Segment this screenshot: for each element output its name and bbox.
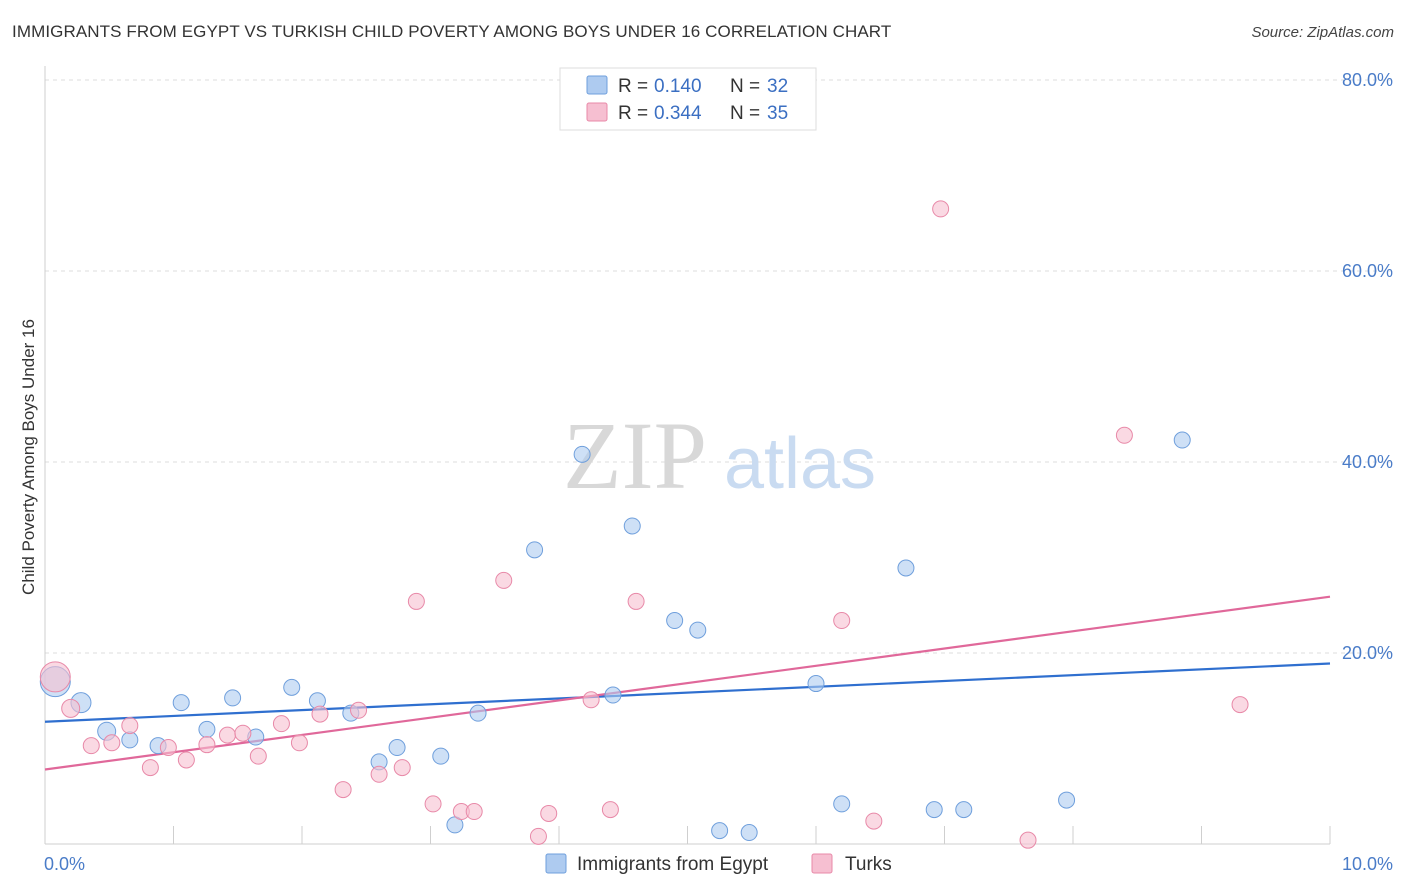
y-tick-label-20: 20.0% — [1342, 643, 1393, 663]
turks-point-15 — [334, 781, 352, 799]
turks-point-32 — [1019, 831, 1037, 849]
turks-point-11 — [249, 747, 267, 765]
gridlines — [45, 79, 1392, 654]
legend-r-label-egypt: R = — [618, 76, 648, 97]
turks-point-12 — [272, 715, 290, 733]
egypt-point-20 — [623, 517, 641, 535]
turks-point-1 — [61, 698, 81, 718]
data-points — [39, 200, 1249, 849]
bottom-legend-label-turks: Turks — [845, 854, 892, 875]
turks-point-24 — [529, 827, 547, 845]
egypt-point-28 — [925, 801, 943, 819]
chart-source: Source: ZipAtlas.com — [1251, 24, 1394, 41]
x-tick-label-max: 10.0% — [1342, 854, 1393, 874]
turks-point-7 — [177, 751, 195, 769]
egypt-point-14 — [432, 747, 450, 765]
turks-point-23 — [495, 571, 513, 589]
chart-title: IMMIGRANTS FROM EGYPT VS TURKISH CHILD P… — [12, 22, 892, 41]
turks-point-29 — [833, 612, 851, 630]
watermark-atlas: atlas — [724, 424, 876, 504]
turks-point-19 — [407, 592, 425, 610]
turks-point-4 — [121, 717, 139, 735]
legend-n-value-turks: 35 — [767, 103, 788, 124]
turks-point-16 — [350, 701, 368, 719]
turks-point-22 — [465, 803, 483, 821]
turks-point-13 — [290, 734, 308, 752]
legend-swatch-egypt — [586, 75, 608, 95]
bottom-legend-swatch-turks — [811, 853, 833, 874]
legend-n-label-egypt: N = — [730, 76, 760, 97]
egypt-point-23 — [711, 822, 729, 840]
trend-lines — [44, 595, 1331, 771]
egypt-point-7 — [224, 689, 242, 707]
egypt-point-6 — [198, 720, 216, 738]
egypt-point-5 — [172, 694, 190, 712]
legend: R = 0.140 N = 32 R = 0.344 N = 35 — [559, 67, 817, 131]
y-tick-label-40: 40.0% — [1342, 452, 1393, 472]
turks-point-18 — [393, 759, 411, 777]
egypt-point-17 — [526, 541, 544, 559]
turks-point-25 — [540, 804, 558, 822]
turks-point-10 — [234, 724, 252, 742]
egypt-point-21 — [666, 612, 684, 630]
egypt-point-26 — [833, 795, 851, 813]
turks-point-0 — [39, 661, 71, 693]
egypt-point-18 — [573, 445, 591, 463]
egypt-point-30 — [1058, 791, 1076, 809]
turks-point-31 — [932, 200, 950, 218]
legend-r-value-egypt: 0.140 — [654, 76, 702, 97]
egypt-point-25 — [807, 675, 825, 693]
legend-r-value-turks: 0.344 — [654, 103, 702, 124]
turks-point-34 — [1231, 696, 1249, 714]
turks-point-27 — [601, 801, 619, 819]
egypt-point-29 — [955, 801, 973, 819]
legend-n-label-turks: N = — [730, 103, 760, 124]
turks-point-8 — [198, 736, 216, 754]
turks-point-2 — [82, 737, 100, 755]
egypt-point-16 — [469, 704, 487, 722]
bottom-legend: Immigrants from Egypt Turks — [545, 853, 892, 875]
egypt-point-22 — [689, 621, 707, 639]
watermark: ZIP atlas — [563, 402, 876, 509]
turks-point-26 — [582, 691, 600, 709]
turks-point-17 — [370, 765, 388, 783]
y-tick-label-60: 60.0% — [1342, 261, 1393, 281]
legend-n-value-egypt: 32 — [767, 76, 788, 97]
bottom-legend-label-egypt: Immigrants from Egypt — [577, 854, 769, 875]
turks-point-5 — [141, 759, 159, 777]
axes — [44, 66, 1331, 845]
bottom-legend-swatch-egypt — [545, 853, 567, 874]
egypt-trend-line — [44, 662, 1331, 723]
y-tick-label-80: 80.0% — [1342, 70, 1393, 90]
x-tick-label-min: 0.0% — [44, 854, 85, 874]
egypt-point-9 — [283, 678, 301, 696]
turks-point-33 — [1115, 426, 1133, 444]
egypt-point-19 — [604, 686, 622, 704]
turks-point-28 — [627, 592, 645, 610]
turks-point-14 — [311, 705, 329, 723]
y-axis-label: Child Poverty Among Boys Under 16 — [19, 319, 38, 595]
egypt-point-13 — [388, 739, 406, 757]
tick-labels: 20.0% 40.0% 60.0% 80.0% 0.0% 10.0% — [44, 70, 1393, 874]
turks-point-3 — [103, 734, 121, 752]
turks-point-9 — [218, 726, 236, 744]
legend-swatch-turks — [586, 102, 608, 122]
turks-point-30 — [865, 812, 883, 830]
legend-r-label-turks: R = — [618, 103, 648, 124]
turks-point-6 — [159, 739, 177, 757]
egypt-point-24 — [740, 824, 758, 842]
egypt-point-27 — [897, 559, 915, 577]
turks-trend-line — [44, 595, 1331, 771]
egypt-point-31 — [1173, 431, 1191, 449]
egypt-point-3 — [121, 731, 139, 749]
turks-point-20 — [424, 795, 442, 813]
